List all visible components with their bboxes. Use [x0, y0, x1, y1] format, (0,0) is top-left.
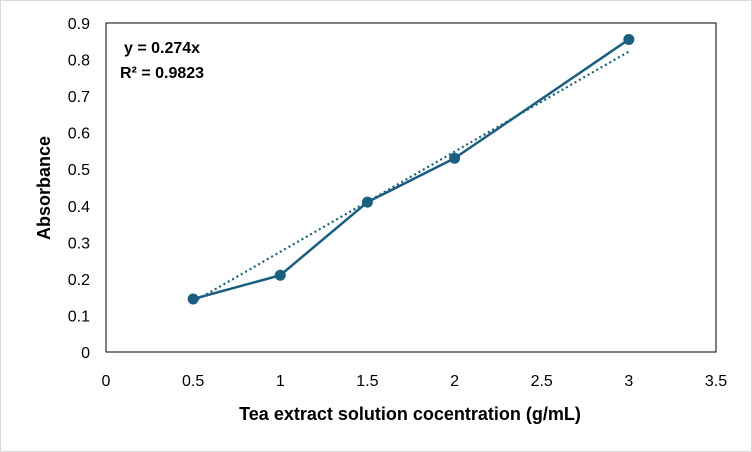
data-point: [623, 33, 635, 45]
y-axis-title: Absorbance: [34, 136, 54, 240]
x-tick-label: 1: [276, 373, 285, 390]
y-tick-label: 0.2: [68, 272, 90, 289]
x-tick-label: 2.5: [531, 373, 553, 390]
y-tick-labels: 0 0.1 0.2 0.3 0.4 0.5 0.6 0.7 0.8 0.9: [68, 16, 90, 362]
trendline-r-squared: R² = 0.9823: [120, 65, 204, 82]
x-tick-label: 2: [450, 373, 459, 390]
y-tick-label: 0.1: [68, 308, 90, 325]
y-tick-label: 0: [81, 345, 90, 362]
y-tick-label: 0.5: [68, 162, 90, 179]
data-point: [449, 152, 461, 164]
data-point: [361, 196, 373, 208]
data-point: [187, 293, 199, 305]
data-point: [274, 269, 286, 281]
x-tick-labels: 0 0.5 1 1.5 2 2.5 3 3.5: [102, 373, 728, 390]
x-tick-label: 3: [624, 373, 633, 390]
trendline-equation: y = 0.274x: [124, 40, 200, 57]
x-tick-label: 0: [102, 373, 111, 390]
x-tick-label: 0.5: [182, 373, 204, 390]
y-tick-label: 0.9: [68, 16, 90, 33]
x-tick-label: 1.5: [356, 373, 378, 390]
y-tick-label: 0.4: [68, 199, 90, 216]
y-tick-label: 0.3: [68, 235, 90, 252]
trendline: [192, 50, 630, 303]
plot-area: [105, 22, 717, 353]
chart-marks: [187, 33, 635, 305]
x-tick-label: 3.5: [705, 373, 727, 390]
series-line: [192, 38, 630, 301]
y-tick-label: 0.7: [68, 89, 90, 106]
y-tick-label: 0.8: [68, 53, 90, 70]
y-tick-label: 0.6: [68, 126, 90, 143]
x-axis-title: Tea extract solution cocentration (g/mL): [239, 404, 581, 424]
